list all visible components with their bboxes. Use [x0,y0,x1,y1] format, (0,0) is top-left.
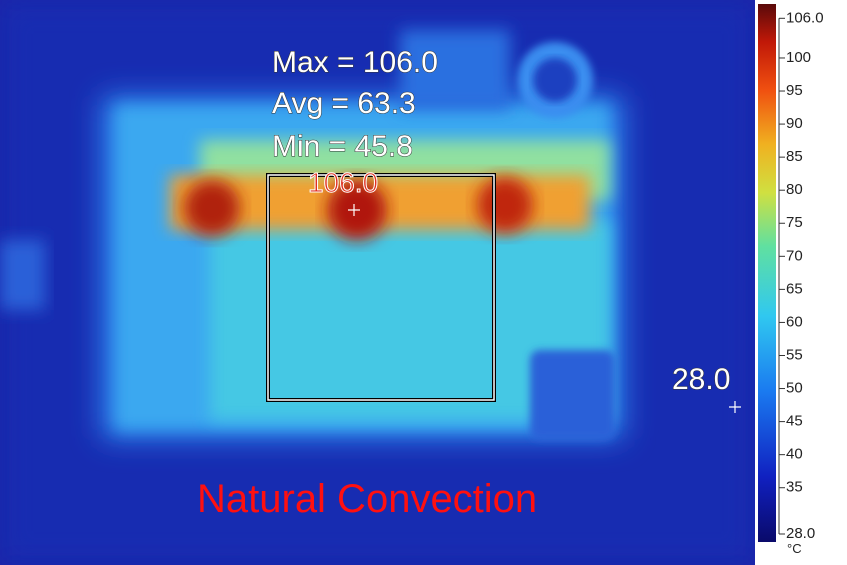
avg-label: Avg = 63.3 [272,87,416,120]
tick-label: 45 [786,413,803,430]
tick-label: 70 [786,247,803,264]
tick-label: 80 [786,181,803,198]
hotspot-label: 106.0 [308,167,378,198]
tick-label: 75 [786,214,803,231]
min-label: Min = 45.8 [272,130,413,163]
tick-label: 100 [786,49,811,66]
tick-label: 90 [786,115,803,132]
tick-label: 65 [786,280,803,297]
tick-label: 50 [786,380,803,397]
tick-label: 85 [786,148,803,165]
caption: Natural Convection [197,477,537,521]
thermal-image [0,0,755,565]
tick-label: 106.0 [786,9,824,26]
measure-box-inner [267,174,495,401]
colorbar [758,4,776,542]
tick-label: 28.0 [786,525,815,542]
tick-label: 60 [786,313,803,330]
tick-label: 35 [786,479,803,496]
max-label: Max = 106.0 [272,46,438,79]
coldspot-cross [729,401,741,413]
coldspot-label: 28.0 [672,363,730,396]
unit: °C [787,541,802,556]
hotspot-cross [348,204,360,216]
tick-label: 55 [786,346,803,363]
tick-label: 95 [786,82,803,99]
colorbar-ticks: 106.0 100 95 90 85 80 75 70 65 60 55 50 45 40 35 28.0 [778,9,824,542]
tick-label: 40 [786,446,803,463]
